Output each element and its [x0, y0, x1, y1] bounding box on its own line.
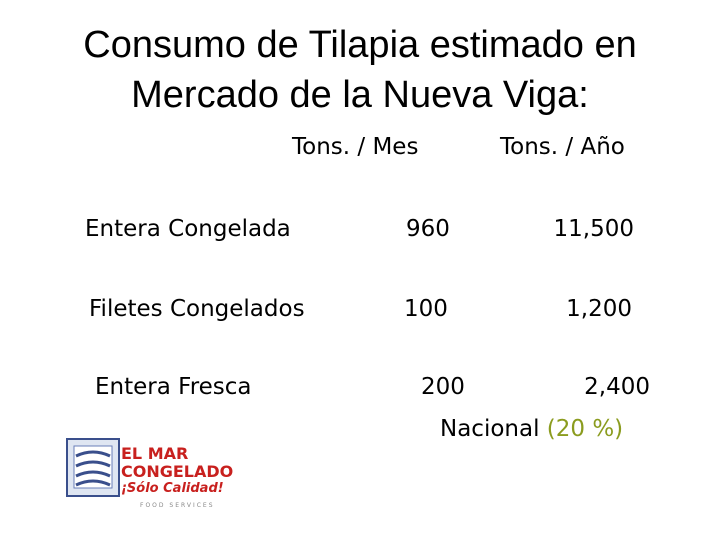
cell: 2,400: [584, 374, 650, 400]
cell: 11,500: [553, 216, 634, 242]
cell: 200: [421, 374, 465, 400]
note-label: Nacional: [440, 416, 540, 442]
cell: 1,200: [566, 296, 632, 322]
logo-text: EL MAR: [121, 444, 189, 463]
row-label: Entera Fresca: [95, 374, 252, 400]
note: Nacional (20 %): [440, 418, 623, 441]
row-label: Filetes Congelados: [89, 296, 305, 322]
title-line: Mercado de la Nueva Viga:: [131, 74, 589, 116]
row-label: Entera Congelada: [85, 216, 291, 242]
cell: 960: [406, 216, 450, 242]
logo-text: CONGELADO: [121, 462, 234, 481]
cell: 100: [404, 296, 448, 322]
column-header: Tons. / Mes: [292, 134, 419, 160]
logo-tagline: ¡Sólo Calidad!: [121, 481, 224, 496]
logo-subtitle: FOOD SERVICES: [140, 502, 215, 509]
note-value: (20 %): [546, 416, 624, 442]
column-header: Tons. / Año: [500, 134, 625, 160]
title-line: Consumo de Tilapia estimado en: [83, 24, 637, 66]
logo-icon: [66, 438, 120, 497]
